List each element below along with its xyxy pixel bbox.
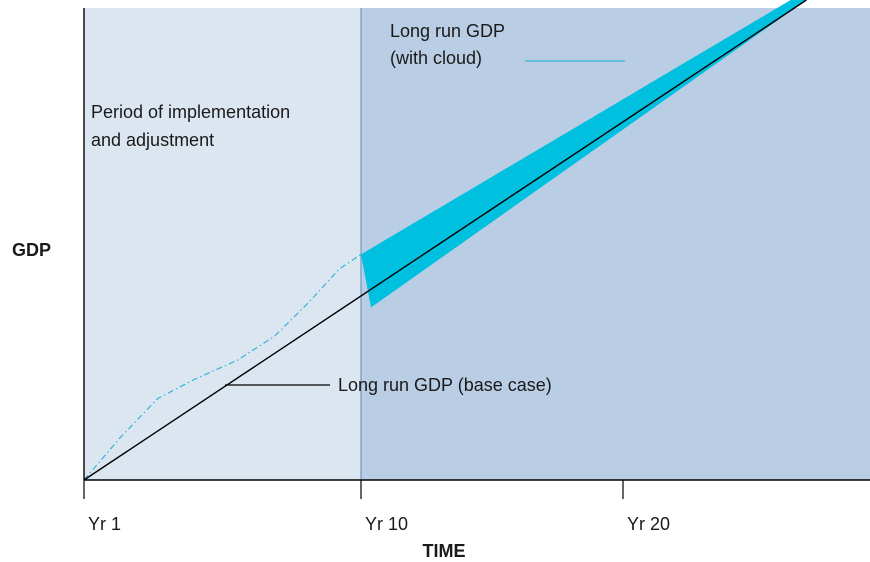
adjustment-period-label-line-2: and adjustment (91, 130, 214, 150)
base-case-label: Long run GDP (base case) (338, 375, 552, 395)
x-tick-label: Yr 1 (88, 514, 121, 534)
x-tick-label: Yr 20 (627, 514, 670, 534)
x-tick-label: Yr 10 (365, 514, 408, 534)
long-run-gdp-with-cloud-band (361, 0, 807, 308)
x-ticks: Yr 1 Yr 10 Yr 20 (83, 480, 670, 534)
adjustment-period-region (84, 8, 361, 480)
cloud-adjustment-path (83, 253, 362, 481)
long-run-gdp-base-case-line (83, 0, 807, 481)
adjustment-period-label: Period of implementation and adjustment (91, 102, 295, 150)
x-axis-title: TIME (423, 541, 466, 561)
with-cloud-label-line-1: Long run GDP (390, 21, 505, 41)
with-cloud-label-line-2: (with cloud) (390, 48, 482, 68)
y-axis-title: GDP (12, 240, 51, 260)
adjustment-period-label-line-1: Period of implementation (91, 102, 290, 122)
with-cloud-label: Long run GDP (with cloud) (390, 21, 510, 68)
